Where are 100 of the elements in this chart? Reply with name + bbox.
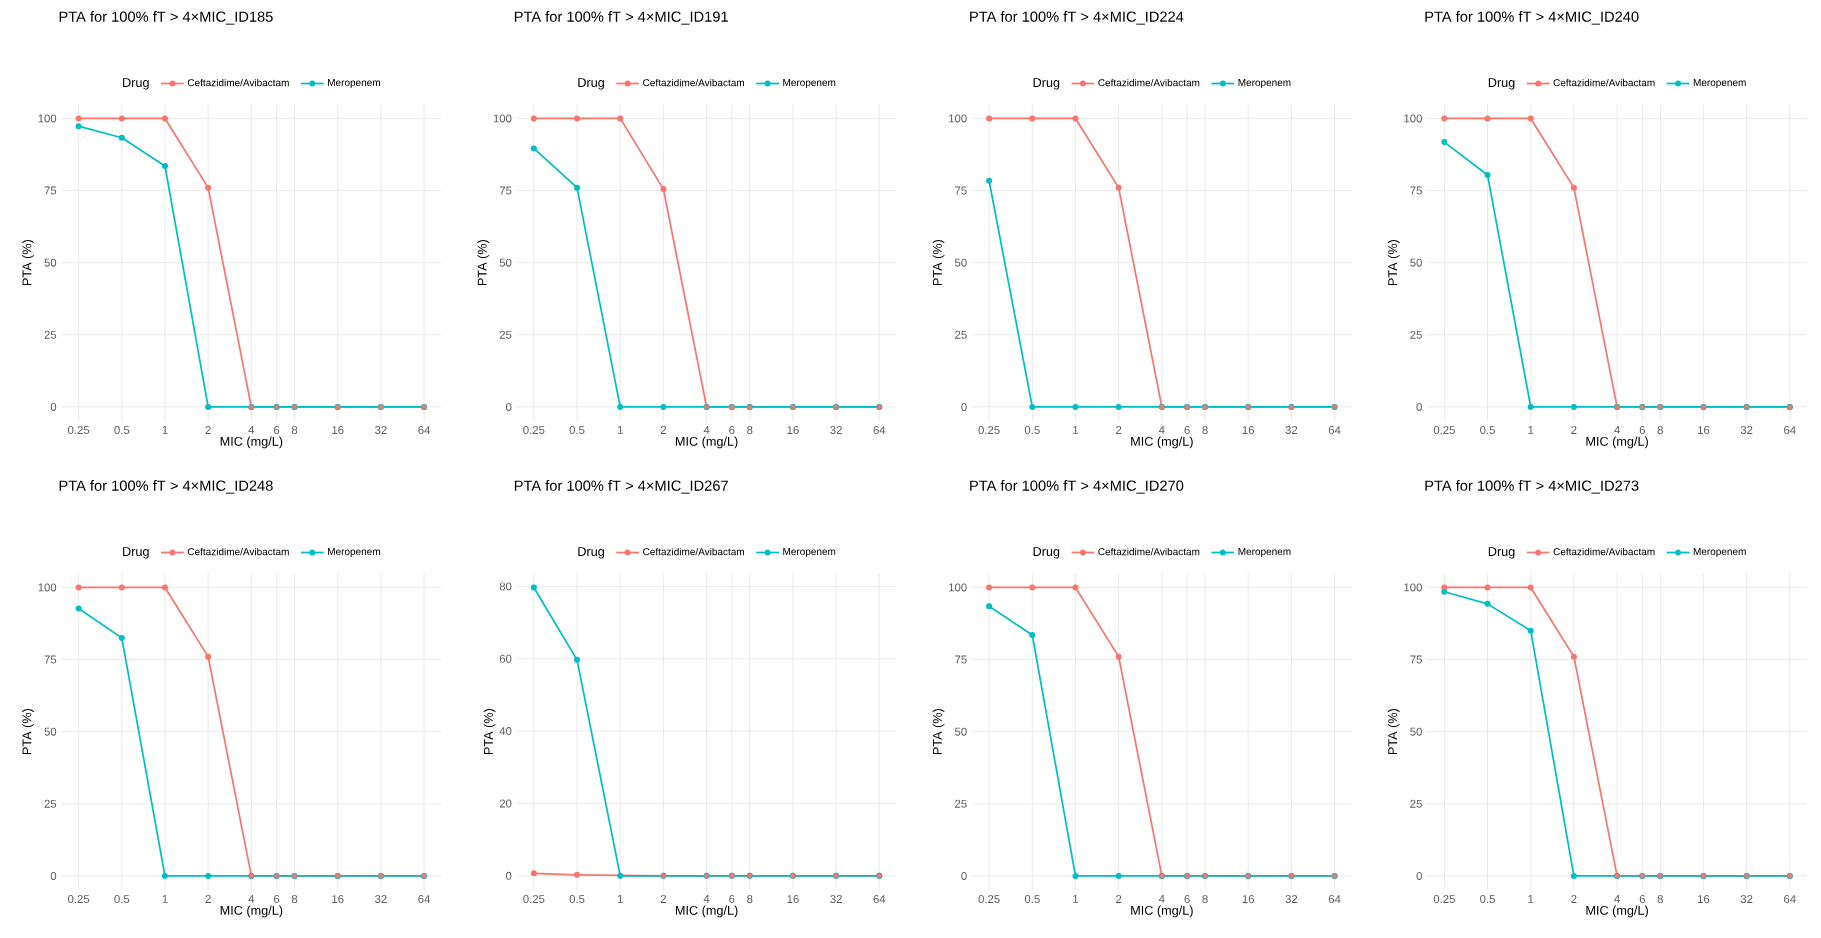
y-tick-label: 75 — [955, 655, 967, 664]
legend-title: Drug — [578, 547, 604, 559]
x-tick-label: 64 — [1784, 895, 1796, 904]
legend-label: Ceftazidime/Avibactam — [643, 547, 745, 556]
x-tick-label: 64 — [1328, 895, 1341, 904]
y-tick-label: 75 — [499, 186, 512, 195]
x-tick-label: 2 — [660, 426, 666, 434]
x-tick-label: 1 — [1528, 426, 1534, 434]
legend-label: Ceftazidime/Avibactam — [643, 78, 745, 87]
y-tick-label: 100 — [949, 114, 967, 123]
x-tick-label: 0.25 — [523, 426, 545, 435]
y-tick-label: 25 — [499, 330, 512, 339]
x-tick-label: 32 — [830, 426, 842, 435]
x-tick-label: 4 — [703, 895, 710, 903]
x-tick-label: 16 — [1242, 895, 1255, 904]
y-tick-label: 50 — [44, 258, 57, 267]
y-tick-label: 25 — [955, 330, 967, 339]
y-tick-label: 50 — [44, 727, 57, 736]
x-tick-label: 8 — [1657, 426, 1663, 435]
legend-label: Ceftazidime/Avibactam — [1098, 547, 1200, 556]
x-tick-label: 4 — [1158, 895, 1165, 903]
x-tick-label: 1 — [162, 426, 168, 434]
x-tick-label: 8 — [291, 895, 298, 904]
x-axis-title: MIC (mg/L) — [1131, 436, 1193, 449]
x-tick-label: 6 — [1184, 426, 1190, 435]
y-tick-label: 25 — [44, 330, 57, 339]
x-tick-label: 0.5 — [569, 895, 585, 904]
x-tick-label: 16 — [332, 426, 344, 435]
x-tick-label: 64 — [1784, 426, 1796, 435]
x-tick-label: 4 — [248, 426, 255, 434]
x-tick-label: 32 — [830, 895, 842, 904]
x-tick-label: 1 — [617, 895, 623, 903]
x-tick-label: 32 — [1740, 426, 1753, 435]
legend-label: Meropenem — [328, 548, 380, 558]
x-tick-label: 32 — [1740, 895, 1753, 904]
legend-label: Meropenem — [1693, 79, 1746, 89]
y-axis-title: PTA (%) — [22, 240, 34, 286]
legend-label: Ceftazidime/Avibactam — [187, 78, 289, 87]
x-tick-label: 32 — [1285, 895, 1298, 904]
x-tick-label: 16 — [787, 426, 799, 435]
y-tick-label: 0 — [1416, 871, 1422, 880]
x-tick-label: 0.25 — [68, 895, 90, 904]
y-tick-label: 100 — [949, 583, 967, 592]
x-tick-label: 8 — [1202, 895, 1208, 904]
y-tick-label: 40 — [499, 727, 512, 736]
x-tick-label: 1 — [162, 895, 168, 903]
legend-label: Ceftazidime/Avibactam — [1553, 78, 1655, 87]
y-tick-label: 50 — [499, 258, 512, 267]
y-tick-label: 50 — [954, 727, 967, 736]
x-tick-label: 32 — [375, 895, 387, 904]
legend-label: Meropenem — [783, 79, 836, 89]
y-tick-label: 0 — [50, 871, 57, 880]
x-tick-label: 4 — [703, 426, 710, 434]
y-tick-label: 20 — [499, 799, 512, 808]
y-axis-title: PTA (%) — [932, 709, 945, 755]
x-tick-label: 1 — [617, 426, 623, 434]
y-axis-title: PTA (%) — [483, 709, 496, 755]
y-tick-label: 80 — [499, 582, 512, 591]
y-tick-label: 0 — [961, 871, 967, 880]
y-tick-label: 25 — [1410, 330, 1422, 339]
x-tick-label: 0.25 — [1433, 895, 1455, 904]
legend-label: Meropenem — [1238, 548, 1291, 558]
x-tick-label: 4 — [1158, 426, 1165, 434]
x-tick-label: 0.5 — [114, 426, 130, 435]
chart-title: PTA for 100% fT > 4×MIC_ID273 — [1425, 480, 1639, 494]
chart-title: PTA for 100% fT > 4×MIC_ID224 — [970, 11, 1184, 25]
y-tick-label: 25 — [955, 799, 967, 808]
y-tick-label: 75 — [1410, 655, 1422, 664]
x-tick-label: 2 — [1571, 895, 1577, 903]
y-tick-label: 60 — [499, 654, 512, 663]
legend-title: Drug — [1033, 78, 1060, 90]
x-tick-label: 32 — [375, 426, 387, 435]
x-axis-title: MIC (mg/L) — [220, 436, 283, 449]
x-tick-label: 1 — [1528, 895, 1534, 903]
y-tick-label: 50 — [1410, 258, 1422, 267]
y-tick-label: 25 — [44, 799, 57, 808]
x-axis-title: MIC (mg/L) — [1131, 905, 1193, 918]
y-tick-label: 100 — [38, 583, 57, 592]
chart-title: PTA for 100% fT > 4×MIC_ID248 — [59, 480, 273, 494]
x-tick-label: 64 — [418, 895, 431, 904]
y-tick-label: 100 — [38, 114, 57, 123]
x-tick-label: 0.25 — [978, 426, 1000, 435]
y-tick-label: 75 — [1410, 186, 1422, 195]
x-tick-label: 6 — [729, 426, 735, 435]
x-axis-title: MIC (mg/L) — [675, 905, 738, 918]
x-tick-label: 16 — [1697, 895, 1710, 904]
legend-title: Drug — [123, 78, 149, 90]
legend-label: Ceftazidime/Avibactam — [1553, 547, 1655, 556]
y-axis-title: PTA (%) — [932, 240, 945, 286]
x-tick-label: 64 — [873, 895, 886, 904]
x-tick-label: 0.25 — [1433, 426, 1455, 435]
x-tick-label: 32 — [1285, 426, 1298, 435]
x-tick-label: 6 — [1639, 426, 1645, 435]
legend-label: Meropenem — [783, 548, 836, 558]
x-tick-label: 6 — [274, 426, 280, 435]
x-tick-label: 64 — [1328, 426, 1341, 435]
x-tick-label: 0.5 — [1480, 895, 1495, 904]
x-tick-label: 2 — [205, 426, 211, 434]
y-axis-title: PTA (%) — [22, 709, 34, 755]
y-tick-label: 25 — [1410, 799, 1422, 808]
